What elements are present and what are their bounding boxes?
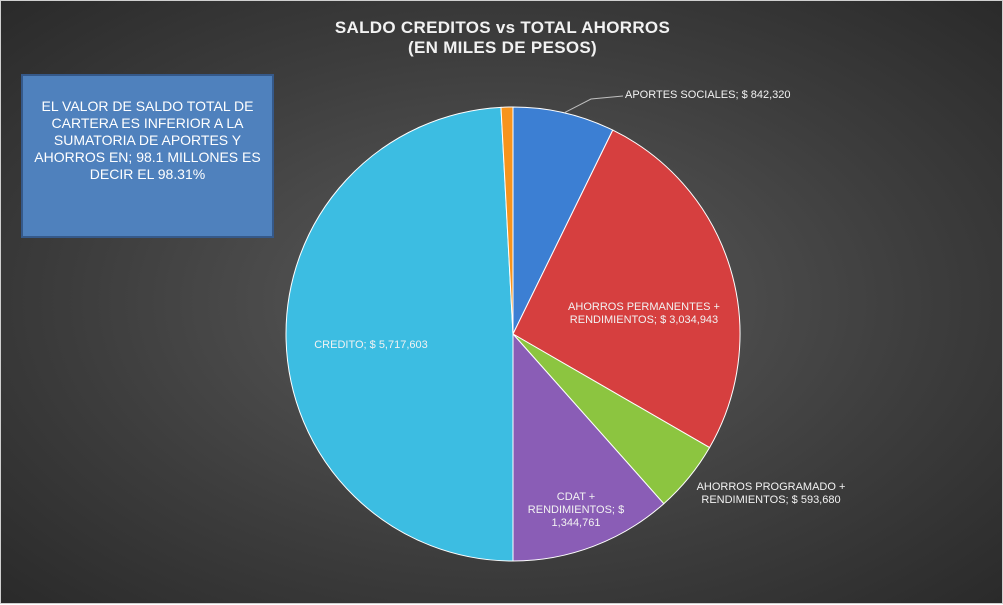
pie-slice — [512, 106, 614, 335]
data-label-name: CDAT + RENDIMIENTOS; — [527, 491, 615, 516]
data-label-value: $ 3,034,943 — [660, 314, 719, 326]
pie-slice — [500, 106, 514, 335]
data-label-name: AHORROS PROGRAMADO + RENDIMIENTOS; — [696, 481, 846, 506]
data-label: APORTES SOCIALES; $ 842,320 — [625, 89, 925, 102]
data-label-value: $ 842,320 — [741, 89, 791, 101]
annotation-box: EL VALOR DE SALDO TOTAL DE CARTERA ES IN… — [21, 74, 274, 238]
data-label-name: AHORROS PERMANENTES + RENDIMIENTOS; — [568, 301, 720, 326]
data-label: CDAT + RENDIMIENTOS; $ 1,344,761 — [521, 491, 631, 530]
data-label-value: $ 1,344,761 — [551, 504, 625, 529]
data-label-name: APORTES SOCIALES; — [625, 89, 739, 101]
leader-line — [563, 95, 624, 114]
data-label-value: $ 593,680 — [791, 494, 841, 506]
pie-slice — [285, 106, 514, 562]
data-label: CREDITO; $ 5,717,603 — [271, 339, 471, 352]
pie-slice — [512, 129, 741, 449]
pie-slice — [512, 332, 665, 562]
data-label: AHORROS PERMANENTES + RENDIMIENTOS; $ 3,… — [549, 301, 739, 327]
chart-subtitle: (EN MILES DE PESOS) — [408, 38, 597, 57]
data-label-value: $ 5,717,603 — [369, 339, 428, 351]
data-label-name: CREDITO; — [314, 339, 367, 351]
data-label: AHORROS PROGRAMADO + RENDIMIENTOS; $ 593… — [681, 481, 861, 507]
chart-title: SALDO CREDITOS vs TOTAL AHORROS — [334, 18, 671, 37]
